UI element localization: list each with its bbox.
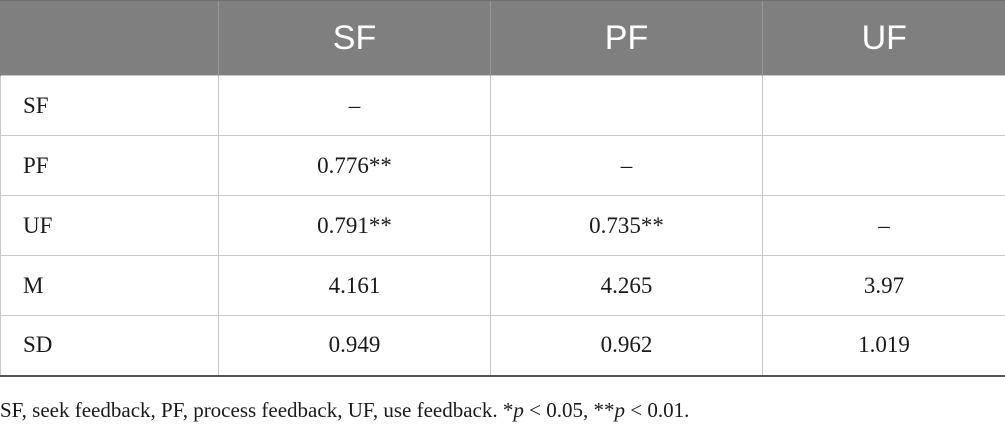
table-cell (762, 135, 1005, 196)
row-label: SF (0, 75, 219, 136)
row-label: UF (0, 195, 219, 256)
row-label: PF (0, 135, 219, 196)
table-cell: 1.019 (762, 315, 1005, 377)
footnote-p-threshold-2: < 0.01. (624, 398, 690, 422)
table-cell: 4.265 (490, 255, 763, 316)
table-header-row: SF PF UF (0, 0, 1005, 76)
header-cell-empty (0, 0, 219, 76)
table-cell: – (490, 135, 763, 196)
table-cell: 0.962 (490, 315, 763, 377)
header-cell-uf: UF (762, 0, 1005, 76)
table-row: UF 0.791** 0.735** – (0, 195, 1005, 256)
table-cell: 0.791** (218, 195, 491, 256)
header-cell-pf: PF (490, 0, 763, 76)
table-footnote: SF, seek feedback, PF, process feedback,… (0, 398, 689, 423)
table-cell (490, 75, 763, 136)
table-row: M 4.161 4.265 3.97 (0, 255, 1005, 316)
table-cell: 0.735** (490, 195, 763, 256)
footnote-p-threshold-1: < 0.05, ** (523, 398, 615, 422)
table-cell: 0.776** (218, 135, 491, 196)
table-cell: – (218, 75, 491, 136)
footnote-text: SF, seek feedback, PF, process feedback,… (0, 398, 514, 422)
header-cell-sf: SF (218, 0, 491, 76)
correlation-table-container: SF PF UF SF – PF 0.776** – UF 0.791** 0.… (0, 0, 1005, 377)
correlation-table: SF PF UF SF – PF 0.776** – UF 0.791** 0.… (0, 0, 1005, 377)
footnote-p-symbol: p (513, 398, 524, 422)
table-cell: 4.161 (218, 255, 491, 316)
footnote-p-symbol: p (614, 398, 625, 422)
table-row: PF 0.776** – (0, 135, 1005, 196)
table-cell (762, 75, 1005, 136)
table-cell: 0.949 (218, 315, 491, 377)
table-row: SD 0.949 0.962 1.019 (0, 315, 1005, 377)
table-row: SF – (0, 75, 1005, 136)
table-cell: – (762, 195, 1005, 256)
row-label: M (0, 255, 219, 316)
row-label: SD (0, 315, 219, 377)
table-cell: 3.97 (762, 255, 1005, 316)
